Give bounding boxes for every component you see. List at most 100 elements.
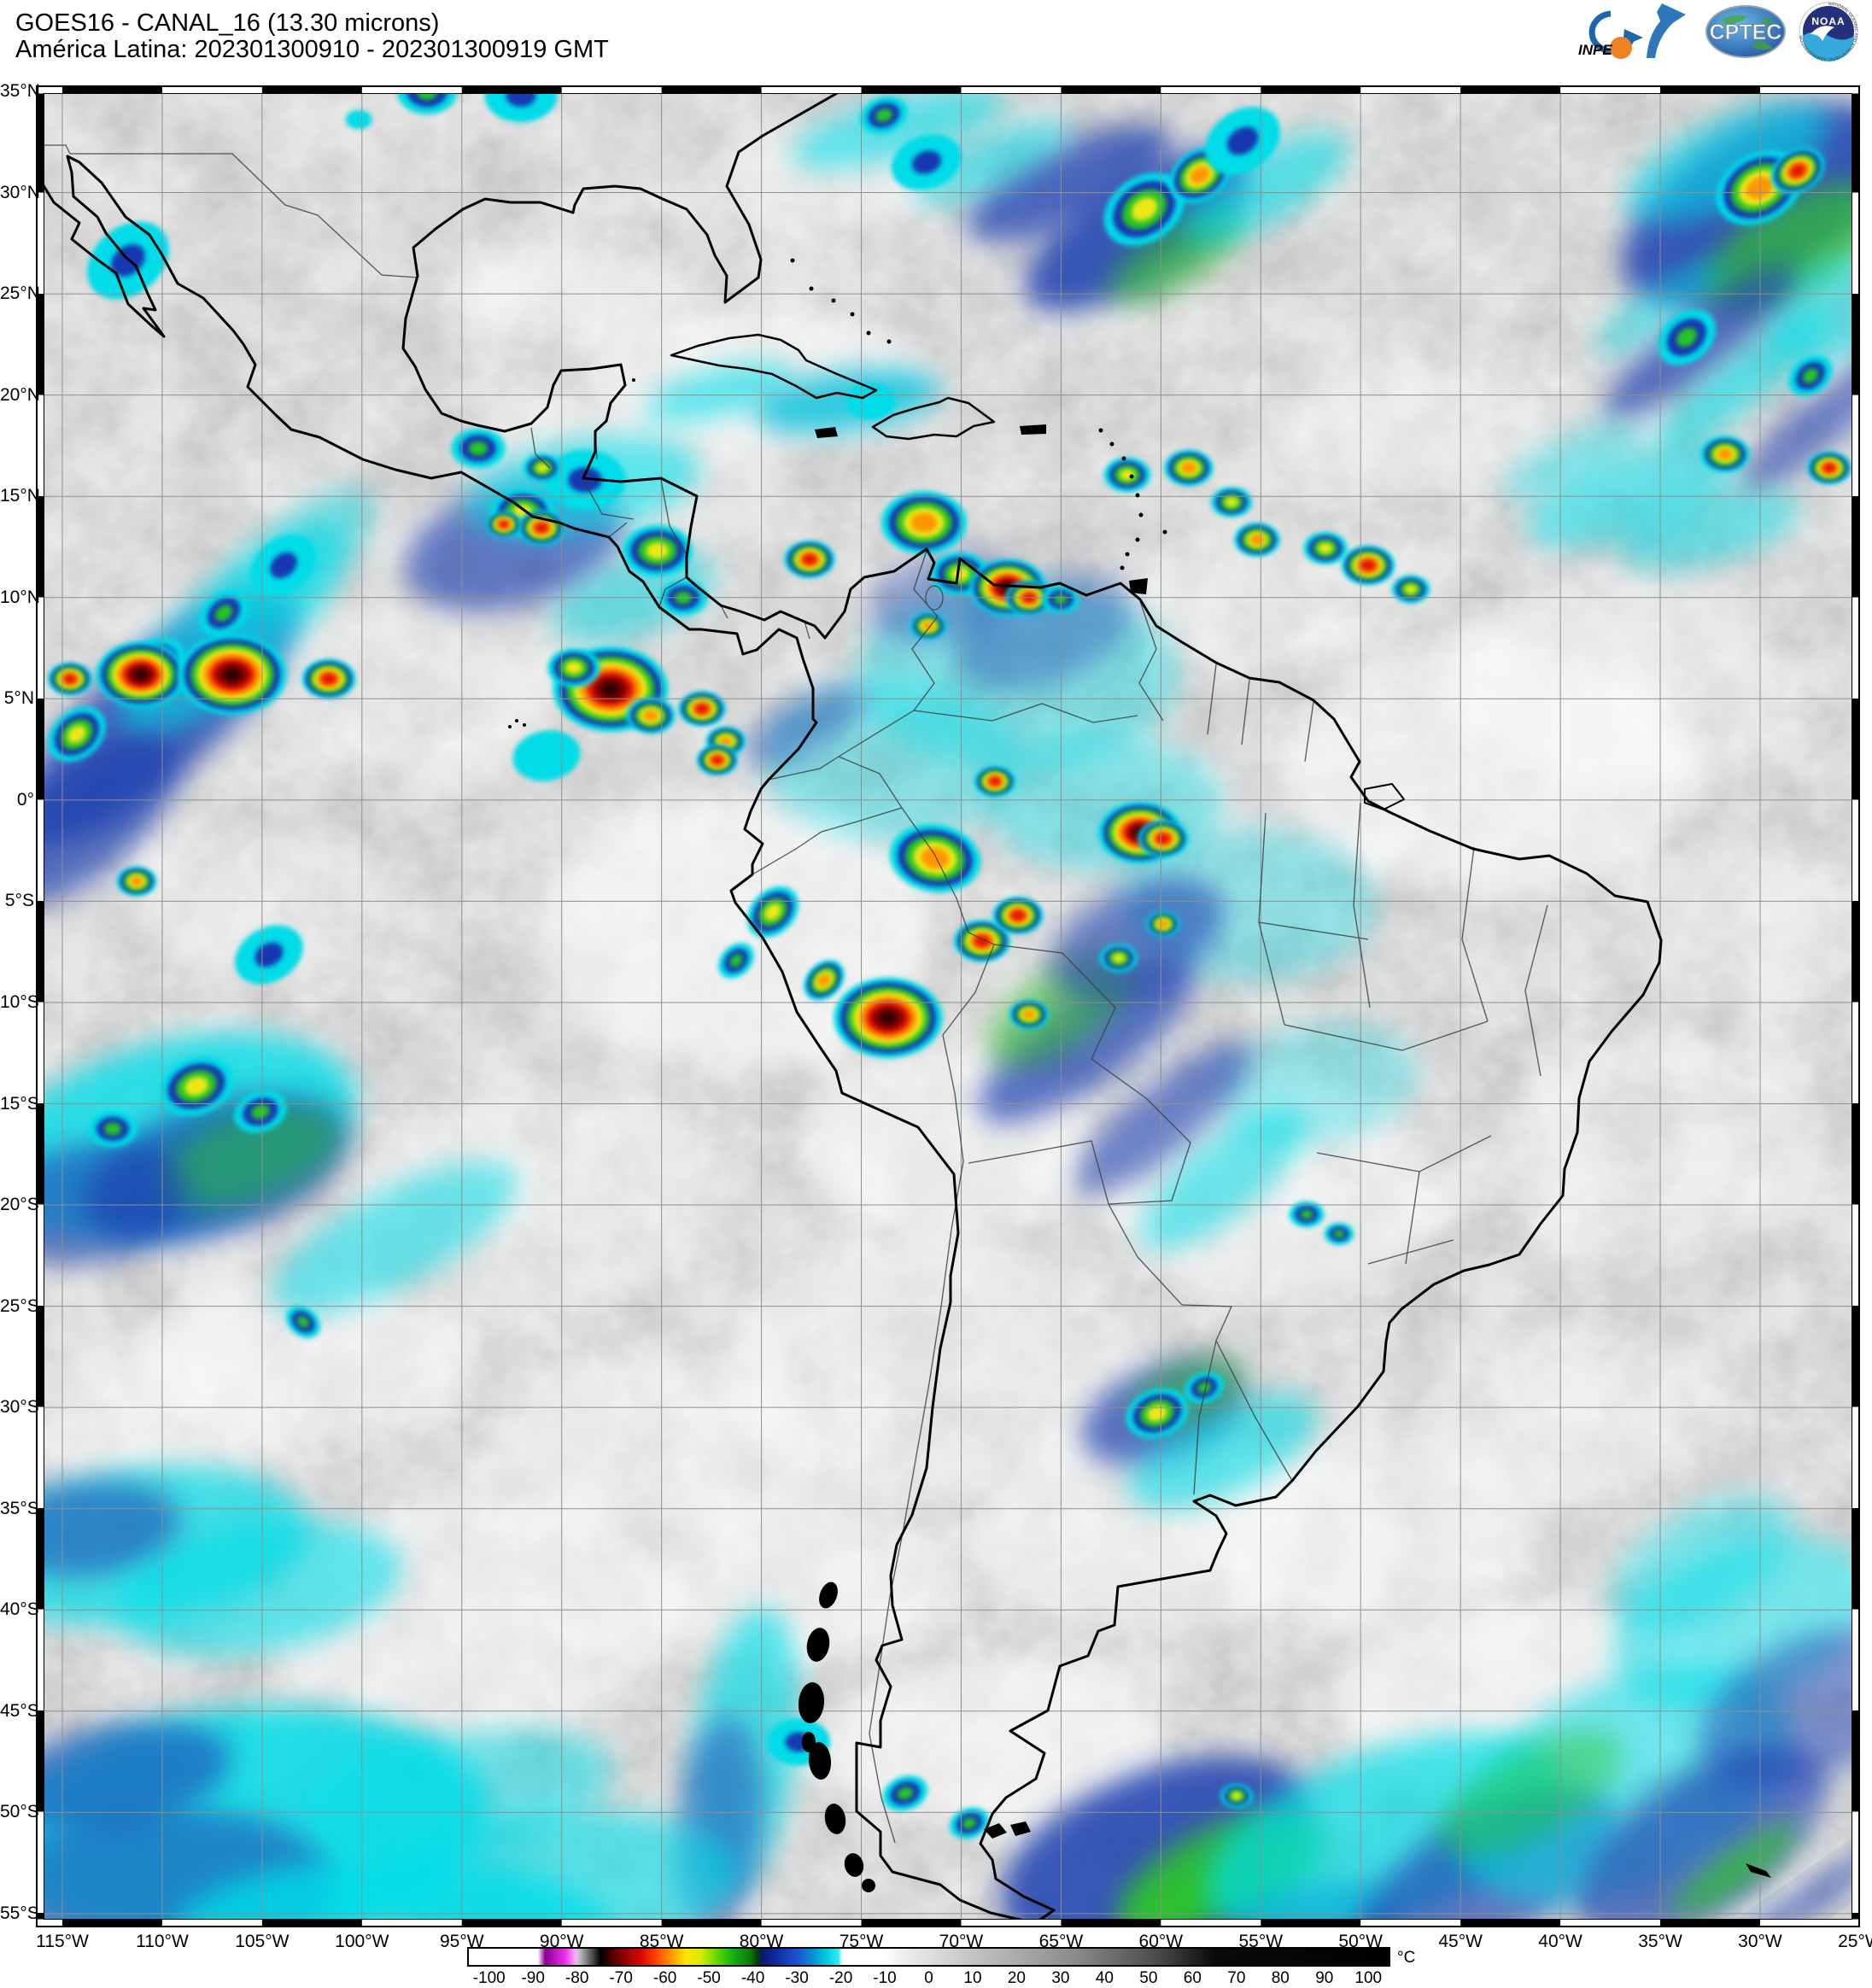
convective-cell — [1164, 449, 1214, 487]
cloud-band — [791, 87, 1006, 169]
convective-cell — [96, 641, 186, 708]
convective-cell — [697, 745, 738, 775]
colorbar-tick: -80 — [565, 1969, 589, 1987]
cloud-patch — [1274, 359, 1565, 495]
convective-cell — [1103, 457, 1151, 493]
colorbar-tick: 80 — [1271, 1969, 1290, 1987]
cloud-band — [272, 1161, 518, 1315]
lat-label: 35°S — [0, 1498, 39, 1518]
colorbar-tick: 10 — [963, 1969, 982, 1987]
convective-cell — [1788, 354, 1833, 397]
convective-cell — [891, 134, 962, 190]
colorbar-tick: 60 — [1183, 1969, 1202, 1987]
noaa-logo-text: NOAA — [1811, 15, 1845, 27]
colorbar-tick: 50 — [1139, 1969, 1158, 1987]
colorbar-tick: 90 — [1315, 1969, 1334, 1987]
convective-cell — [518, 510, 565, 546]
cloud-patch — [113, 820, 386, 974]
lat-label: 20°S — [0, 1195, 39, 1215]
convective-cell — [678, 691, 726, 727]
lat-label: 30°S — [0, 1397, 39, 1418]
satellite-map — [36, 85, 1860, 1927]
cloud-patch — [1613, 837, 1860, 1008]
cloud-band — [978, 960, 1195, 1124]
convective-cell — [1204, 107, 1281, 175]
patagonia-fjords — [798, 1582, 875, 1892]
lat-label: 25°S — [0, 1295, 39, 1316]
cloud-patch — [437, 239, 693, 342]
convective-cell — [88, 1110, 137, 1148]
colorbar-tick: 30 — [1051, 1969, 1070, 1987]
lon-label: 80°W — [739, 1932, 784, 1951]
lon-label: 40°W — [1538, 1932, 1582, 1951]
convective-cell — [544, 449, 626, 511]
convective-cell — [1324, 1223, 1354, 1245]
cloud-band — [1527, 442, 1739, 548]
cloud-patch — [719, 1238, 1146, 1494]
colorbar-tick: -20 — [828, 1969, 853, 1987]
cloud-band — [159, 1107, 340, 1207]
lat-label: 5°S — [4, 891, 34, 911]
lon-label: 100°W — [335, 1932, 389, 1951]
convective-cell — [178, 634, 287, 716]
convective-cell — [1103, 172, 1185, 246]
lon-label: 25°W — [1838, 1932, 1872, 1951]
convective-cell — [626, 697, 676, 734]
colorbar-tick: 20 — [1007, 1969, 1027, 1987]
convective-cell — [949, 1807, 990, 1839]
lon-label: 110°W — [136, 1932, 189, 1951]
colorbar-tick: -50 — [697, 1969, 721, 1987]
colorbar-tick: -60 — [652, 1969, 677, 1987]
lon-label: 95°W — [439, 1932, 484, 1951]
cloud-band — [1671, 1823, 1799, 1917]
title-block: GOES16 - CANAL_16 (13.30 microns) Améric… — [15, 10, 609, 63]
colorbar-tick: -10 — [873, 1969, 897, 1987]
cloud-patch — [540, 794, 933, 1067]
colorbar-tick: 40 — [1095, 1969, 1114, 1987]
noaa-logo-icon: NOAA NATIONAL OCEANIC AND ATMOSPHERIC AD… — [1799, 2, 1858, 61]
cloud-patch — [651, 1494, 958, 1665]
cptec-logo-text: CPTEC — [1710, 20, 1782, 44]
cloud-band — [1050, 878, 1226, 1001]
cloud-band — [114, 1520, 401, 1657]
page-subtitle: América Latina: 202301300910 - 202301300… — [15, 36, 609, 63]
cloud-patch — [1445, 581, 1787, 786]
lon-label: 45°W — [1438, 1932, 1483, 1951]
convective-cell — [1657, 309, 1717, 365]
convective-cell — [889, 823, 981, 893]
coastlines — [36, 85, 1663, 1925]
cloud-band — [1140, 1106, 1306, 1251]
colorbar-tick: 100 — [1354, 1969, 1383, 1987]
convective-cell — [512, 730, 581, 781]
lat-label: 0° — [16, 789, 34, 810]
cloud-band — [1075, 1042, 1251, 1196]
convective-cell — [234, 1090, 287, 1133]
cloud-band — [644, 362, 794, 424]
convective-cell — [1126, 1388, 1189, 1439]
convective-cell — [547, 648, 600, 687]
convective-cell — [1303, 531, 1348, 565]
agency-logos: INPE CPTEC NOAA NATIONAL OCEANIC AND ATM… — [1565, 2, 1858, 61]
convective-cell — [523, 453, 562, 482]
colorbar-tick: 70 — [1227, 1969, 1246, 1987]
colorbar-tick: -100 — [472, 1969, 506, 1987]
convective-cell — [1700, 436, 1750, 473]
cloud-band — [914, 119, 1071, 206]
convective-cell — [974, 766, 1015, 797]
lon-label: 75°W — [839, 1932, 884, 1951]
convective-cell — [860, 96, 908, 135]
lat-label: 50°S — [0, 1802, 39, 1822]
cloud-band — [1439, 1730, 1622, 1856]
convective-cell — [451, 428, 506, 469]
convective-cell — [1770, 148, 1825, 194]
convective-cell — [804, 960, 845, 1001]
convective-cell — [1289, 1201, 1325, 1228]
lon-label: 35°W — [1638, 1932, 1682, 1951]
convective-cell — [199, 589, 249, 637]
small-islands — [508, 258, 1771, 1892]
lon-label: 60°W — [1138, 1932, 1184, 1951]
convective-cell — [622, 524, 693, 577]
lat-label: 15°S — [0, 1093, 39, 1114]
convective-cell — [1807, 451, 1852, 485]
convective-cell — [1220, 1784, 1253, 1808]
